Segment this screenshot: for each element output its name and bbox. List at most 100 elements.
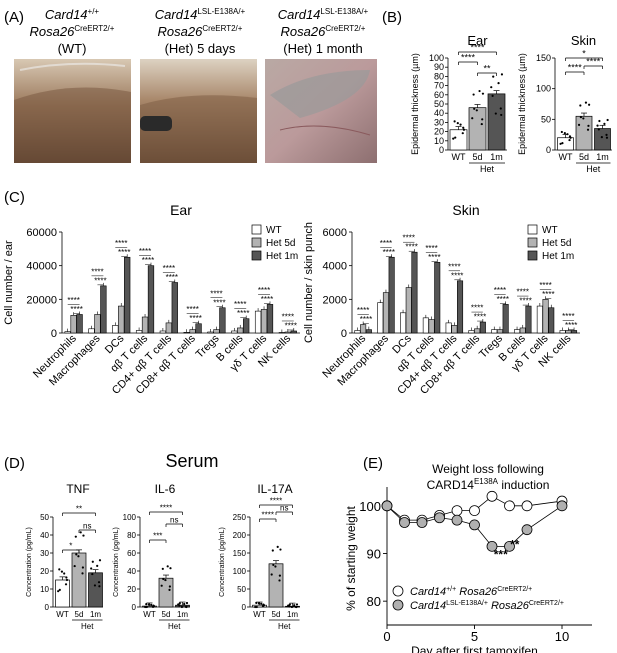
x-axis-label: Day after first tamoxifen bbox=[411, 644, 538, 653]
serum-title: Serum bbox=[165, 451, 218, 471]
data-point bbox=[271, 549, 274, 552]
data-point bbox=[478, 89, 481, 93]
y-tick-label: 0 bbox=[132, 603, 137, 612]
group-label: Het bbox=[81, 622, 94, 631]
data-point bbox=[584, 101, 588, 104]
data-point bbox=[606, 118, 609, 122]
bar bbox=[195, 323, 202, 334]
data-point bbox=[556, 500, 568, 512]
sig-label: **** bbox=[94, 276, 106, 285]
bar bbox=[468, 107, 487, 151]
chart-title: Skin bbox=[452, 202, 479, 218]
data-point bbox=[164, 578, 167, 582]
chart-title: IL-17A bbox=[257, 482, 292, 496]
sig-label: **** bbox=[542, 290, 554, 299]
data-point bbox=[276, 545, 279, 548]
bar bbox=[88, 572, 103, 608]
data-point bbox=[473, 107, 476, 110]
data-point bbox=[290, 605, 294, 609]
x-tick-label: 5 bbox=[471, 629, 478, 644]
bar bbox=[219, 307, 226, 334]
data-point bbox=[462, 126, 465, 129]
data-point bbox=[605, 136, 609, 139]
panel-label-e: (E) bbox=[363, 455, 383, 472]
data-point bbox=[579, 116, 583, 119]
svg-text:(WT): (WT) bbox=[58, 41, 87, 56]
y-tick-label: 80 bbox=[434, 71, 444, 81]
data-point bbox=[451, 514, 463, 526]
data-point bbox=[81, 566, 84, 569]
sig-label: **** bbox=[380, 239, 392, 248]
data-point bbox=[57, 590, 60, 593]
bar bbox=[457, 280, 464, 334]
bar bbox=[141, 316, 149, 334]
data-point bbox=[169, 567, 172, 570]
data-point bbox=[91, 560, 94, 563]
data-point bbox=[480, 122, 483, 126]
y-tick-label: 60 bbox=[127, 549, 136, 558]
bar bbox=[428, 319, 435, 334]
data-point bbox=[469, 505, 480, 517]
data-point bbox=[561, 142, 564, 145]
y-tick-label: 150 bbox=[233, 549, 247, 558]
sig-label: **** bbox=[461, 53, 476, 63]
bar bbox=[411, 251, 418, 334]
sig-label: ** bbox=[510, 538, 520, 552]
y-tick-label: 100 bbox=[429, 53, 444, 63]
bar bbox=[76, 314, 83, 334]
bar bbox=[451, 325, 458, 334]
x-tick-label: 5d bbox=[472, 152, 482, 162]
sig-label: **** bbox=[142, 256, 154, 265]
data-point bbox=[500, 113, 503, 117]
bar bbox=[445, 322, 452, 334]
data-point bbox=[65, 578, 69, 582]
x-tick-label: WT bbox=[143, 610, 156, 619]
y-tick-label: 40 bbox=[40, 531, 49, 540]
data-point bbox=[288, 605, 291, 608]
bar bbox=[434, 261, 441, 334]
data-point bbox=[600, 136, 603, 139]
legend-label: Het 5d bbox=[542, 238, 571, 249]
bar bbox=[94, 314, 101, 334]
data-point bbox=[150, 603, 153, 606]
data-point bbox=[434, 512, 445, 524]
bar bbox=[449, 129, 468, 151]
sig-label: **** bbox=[115, 239, 127, 248]
data-point bbox=[560, 130, 563, 134]
y-tick-label: 50 bbox=[40, 513, 49, 522]
y-tick-label: 80 bbox=[367, 594, 381, 609]
sig-label: **** bbox=[357, 306, 369, 315]
y-tick-label: 80 bbox=[127, 531, 136, 540]
data-point bbox=[491, 94, 494, 97]
y-tick-label: 150 bbox=[536, 53, 551, 63]
sig-label: **** bbox=[282, 312, 294, 321]
sig-label: **** bbox=[470, 43, 485, 53]
bar bbox=[171, 282, 178, 334]
sig-label: **** bbox=[565, 321, 577, 330]
data-point bbox=[521, 500, 533, 512]
data-point bbox=[582, 117, 585, 120]
data-point bbox=[504, 500, 515, 512]
sig-label: **** bbox=[519, 297, 531, 306]
bar bbox=[284, 331, 291, 334]
bar bbox=[405, 287, 412, 334]
bar bbox=[548, 307, 555, 334]
sig-label: **** bbox=[517, 288, 529, 297]
sig-label: **** bbox=[186, 305, 198, 314]
data-point bbox=[272, 563, 275, 567]
data-point bbox=[481, 92, 485, 95]
x-tick-label: WT bbox=[452, 152, 466, 162]
y-tick-label: 100 bbox=[536, 84, 551, 94]
bar bbox=[474, 328, 481, 334]
data-point bbox=[73, 564, 76, 568]
x-tick-label: WT bbox=[559, 152, 573, 162]
y-tick-label: 250 bbox=[233, 513, 247, 522]
y-tick-label: 0 bbox=[242, 603, 247, 612]
x-tick-label: 5d bbox=[272, 610, 281, 619]
panel-label-d: (D) bbox=[4, 455, 25, 472]
data-point bbox=[588, 103, 591, 106]
y-tick-label: 40 bbox=[127, 567, 136, 576]
data-point bbox=[504, 540, 515, 552]
group-label: Het bbox=[278, 622, 291, 631]
bar bbox=[158, 577, 174, 608]
